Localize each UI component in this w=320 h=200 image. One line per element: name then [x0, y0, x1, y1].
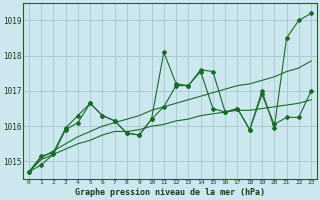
- X-axis label: Graphe pression niveau de la mer (hPa): Graphe pression niveau de la mer (hPa): [75, 188, 265, 197]
